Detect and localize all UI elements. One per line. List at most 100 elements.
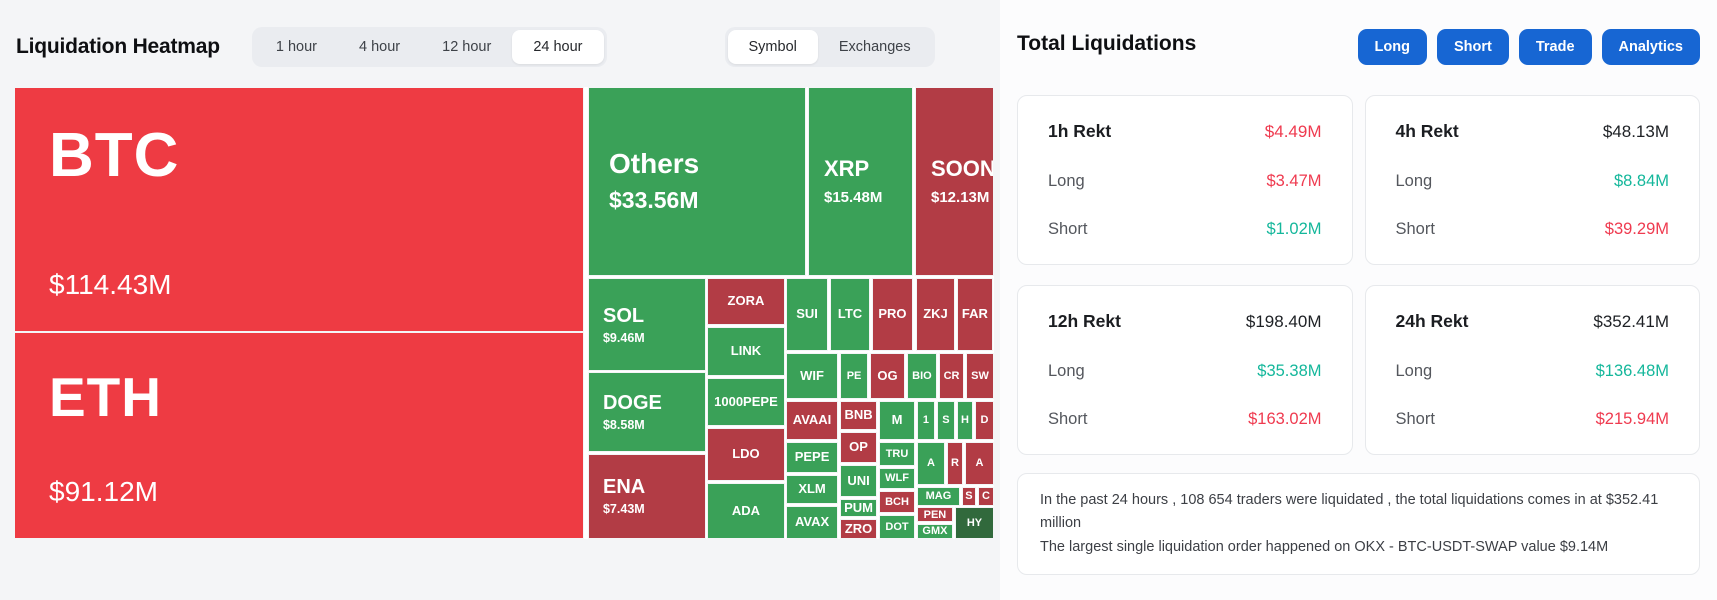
tab-4-hour[interactable]: 4 hour [359,39,401,55]
treemap-tile-s[interactable]: S [936,401,955,440]
treemap-tile-a[interactable]: A [964,442,994,485]
tile-symbol: PE [846,369,862,382]
card-total-value: $198.40M [1245,311,1322,331]
trade-button[interactable]: Trade [1518,29,1592,65]
tile-symbol: BIO [912,369,932,382]
treemap-tile-1[interactable]: 1 [916,401,935,440]
treemap-tile-xrp[interactable]: XRP $15.48M [807,87,913,276]
treemap-tile-bch[interactable]: BCH [879,490,915,513]
tile-symbol: ADA [731,502,761,518]
treemap-tile-tru[interactable]: TRU [879,442,915,466]
treemap-tile-d[interactable]: D [974,401,994,440]
treemap-tile-far[interactable]: FAR [956,278,993,351]
tab-1-hour[interactable]: 1 hour [275,39,317,55]
short-value: $39.29M [1604,220,1669,238]
treemap-tile-r[interactable]: R [946,442,963,485]
treemap-tile-1000pepe[interactable]: 1000PEPE [706,377,785,426]
tile-symbol: DOGE [602,391,662,414]
tile-symbol: LTC [837,306,863,322]
tile-symbol: ZRO [844,520,873,536]
treemap-tile-sw[interactable]: SW [965,353,994,399]
treemap-tile-eth[interactable]: ETH $91.12M [14,331,584,539]
rekt-card-1h: 1h Rekt $4.49M Long $3.47M Short $1.02M [1017,95,1353,265]
tile-symbol: SUI [796,306,818,322]
tile-symbol: AVAAI [792,412,832,428]
tile-symbol: ENA [602,476,646,499]
treemap-tile-bio[interactable]: BIO [906,353,937,399]
tile-symbol: M [891,412,903,428]
treemap-tile-xlm[interactable]: XLM [786,474,839,504]
tab-12-hour[interactable]: 12 hour [442,39,492,55]
short-label: Short [1395,410,1435,428]
short-button[interactable]: Short [1436,29,1509,65]
treemap-tile-avaai[interactable]: AVAAI [786,401,839,440]
treemap-tile-ada[interactable]: ADA [706,482,785,539]
treemap-tile-wif[interactable]: WIF [786,353,839,399]
rekt-card-12h: 12h Rekt $198.40M Long $35.38M Short $16… [1017,285,1353,455]
treemap-tile-hy[interactable]: HY [954,507,994,539]
treemap-tile-pen[interactable]: PEN [916,507,953,523]
treemap-tile-btc[interactable]: BTC $114.43M [14,87,584,332]
long-value: $136.48M [1595,361,1669,380]
tile-symbol: OP [849,439,868,455]
summary-line-1: In the past 24 hours , 108 654 traders w… [1040,492,1659,532]
card-title: 4h Rekt [1395,121,1459,141]
treemap-tile-zkj[interactable]: ZKJ [915,278,955,351]
tile-symbol: DOT [885,520,909,533]
analytics-button[interactable]: Analytics [1601,29,1700,65]
tile-symbol: LDO [732,446,760,462]
short-label: Short [1395,220,1435,238]
treemap-tile-s[interactable]: S [961,487,976,506]
tile-symbol: XLM [798,481,826,497]
total-liquidations-title: Total Liquidations [1017,32,1197,55]
treemap-tile-op[interactable]: OP [840,432,878,463]
tile-symbol: S [965,490,973,503]
treemap-tile-c[interactable]: C [978,487,994,506]
treemap-tile-ldo[interactable]: LDO [706,427,785,481]
short-label: Short [1048,220,1088,238]
treemap-tile-avax[interactable]: AVAX [786,506,839,539]
treemap-tile-dot[interactable]: DOT [879,514,915,539]
treemap-tile-a[interactable]: A [916,442,945,485]
treemap-tile-ena[interactable]: ENA $7.43M [587,453,706,539]
treemap-tile-pe[interactable]: PE [840,353,869,399]
treemap-tile-h[interactable]: H [956,401,973,440]
treemap-tile-bnb[interactable]: BNB [840,401,878,431]
treemap-tile-sui[interactable]: SUI [786,278,829,351]
treemap-tile-pum[interactable]: PUM [840,498,878,517]
tab-symbol[interactable]: Symbol [727,30,818,64]
treemap-tile-mag[interactable]: MAG [916,487,960,506]
treemap-tile-m[interactable]: M [879,401,915,440]
treemap-tile-gmx[interactable]: GMX [916,523,953,539]
treemap-tile-doge[interactable]: DOGE $8.58M [587,371,706,452]
long-button[interactable]: Long [1357,29,1427,65]
treemap-tile-uni[interactable]: UNI [840,465,878,497]
tile-symbol: WLF [885,472,909,485]
treemap-tile-soon[interactable]: SOON $12.13M [915,87,994,276]
treemap-tile-cr[interactable]: CR [939,353,964,399]
tile-symbol: S [942,414,950,427]
tab-24-hour[interactable]: 24 hour [512,30,604,64]
treemap-tile-others[interactable]: Others $33.56M [587,87,806,276]
long-label: Long [1048,171,1085,190]
treemap-tile-sol[interactable]: SOL $9.46M [587,278,706,372]
treemap-tile-link[interactable]: LINK [706,327,785,376]
treemap-tile-pepe[interactable]: PEPE [786,442,839,473]
tile-symbol: HY [966,517,983,530]
card-title: 12h Rekt [1048,311,1121,331]
tab-exchanges[interactable]: Exchanges [838,39,911,55]
treemap-tile-wlf[interactable]: WLF [879,467,915,489]
long-value: $8.84M [1613,171,1669,190]
treemap-tile-pro[interactable]: PRO [871,278,913,351]
tile-symbol: GMX [922,525,948,538]
tile-symbol: ZKJ [923,306,948,322]
tile-value: $15.48M [823,188,883,206]
treemap-tile-zro[interactable]: ZRO [840,519,878,539]
card-total-value: $352.41M [1593,311,1669,331]
rekt-card-24h: 24h Rekt $352.41M Long $136.48M Short $2… [1364,285,1700,455]
tile-symbol: TRU [885,447,909,460]
treemap-tile-og[interactable]: OG [870,353,905,399]
treemap-tile-ltc[interactable]: LTC [830,278,870,351]
tile-value: $91.12M [49,475,158,507]
treemap-tile-zora[interactable]: ZORA [706,278,785,325]
